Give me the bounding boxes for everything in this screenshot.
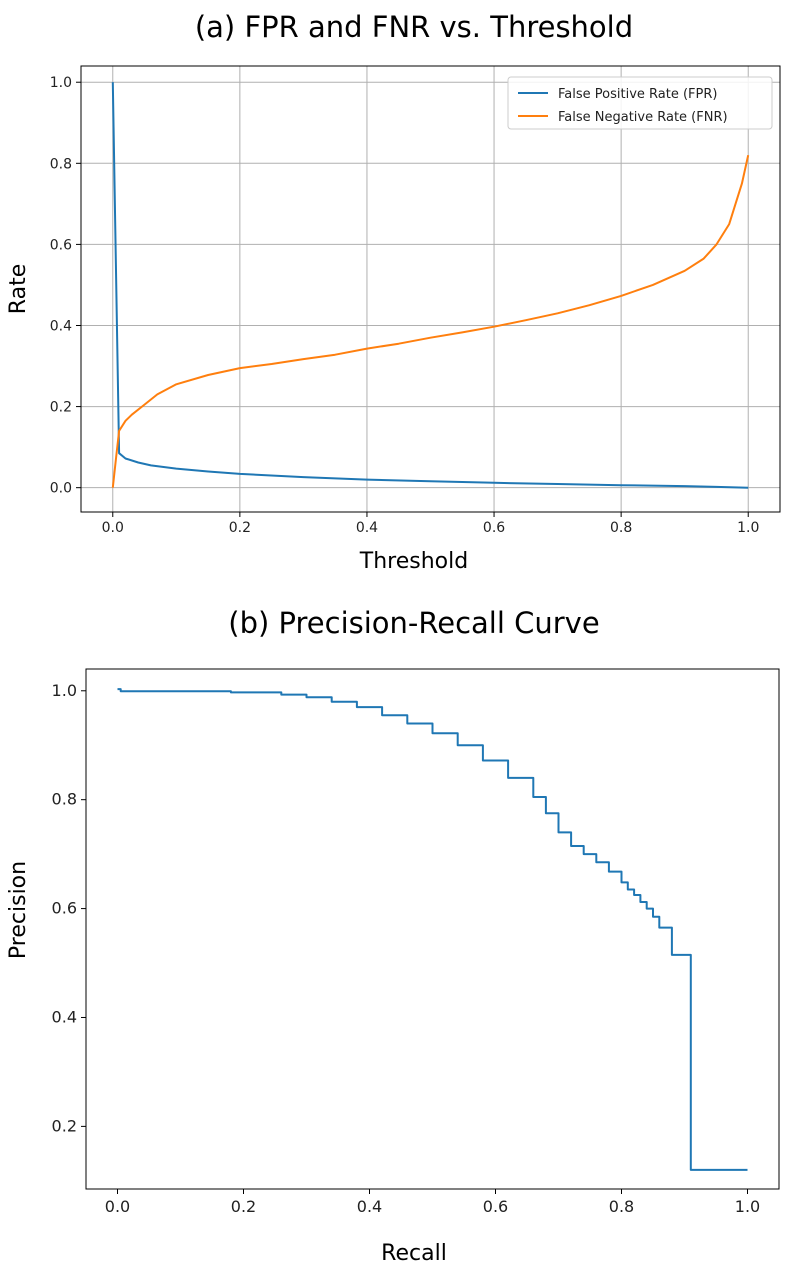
chart-b-xtick-label-3: 0.6 xyxy=(483,1197,508,1216)
chart-b-ytick-label-0: 0.2 xyxy=(52,1116,77,1135)
chart-b-xtick-label-5: 1.0 xyxy=(735,1197,760,1216)
chart-b-frame xyxy=(85,668,780,1190)
chart-a-series xyxy=(111,82,750,489)
chart-a-xtick-label-2: 0.4 xyxy=(356,520,378,536)
chart-a-series-line-0 xyxy=(111,82,749,489)
chart-b-xtick-label-0: 0.0 xyxy=(105,1197,130,1216)
chart-a-ticks: 0.0 0.2 0.4 0.6 0.8 1.0 0.0 0.2 0.4 0.6 0.8 1.0 xyxy=(50,75,760,536)
chart-a-xlabel: Threshold xyxy=(359,549,468,574)
chart-b-title: (b) Precision-Recall Curve xyxy=(228,606,599,640)
legend-fnr-label: False Negative Rate (FNR) xyxy=(558,110,728,125)
chart-b-ylabel: Precision xyxy=(6,861,31,959)
chart-b-xtick-label-2: 0.4 xyxy=(357,1197,382,1216)
chart-a-ytick-label-3: 0.6 xyxy=(50,237,72,253)
chart-b-ytick-label-4: 1.0 xyxy=(52,681,77,700)
chart-b-xlabel: Recall xyxy=(381,1241,447,1266)
chart-b-ticks: 0.0 0.2 0.4 0.6 0.8 1.0 0.2 0.4 0.6 0.8 1.0 xyxy=(52,681,761,1216)
chart-a-ytick-label-0: 0.0 xyxy=(50,481,72,497)
chart-precision-recall: (b) Precision-Recall Curve 0.0 0.2 0.4 0.6 0… xyxy=(6,606,780,1266)
chart-a-ylabel: Rate xyxy=(6,264,31,314)
legend-fpr-label: False Positive Rate (FPR) xyxy=(558,87,717,102)
chart-a-ytick-label-5: 1.0 xyxy=(50,75,72,91)
chart-b-xtick-label-4: 0.8 xyxy=(609,1197,634,1216)
chart-a-xtick-label-3: 0.6 xyxy=(483,520,505,536)
chart-a-xtick-label-1: 0.2 xyxy=(229,520,251,536)
chart-a-frame xyxy=(80,65,781,513)
chart-a-ytick-label-4: 0.8 xyxy=(50,156,72,172)
chart-fpr-fnr: (a) FPR and FNR vs. Threshold 0.0 0.2 0.4 0… xyxy=(6,10,781,574)
chart-b-ytick-label-2: 0.6 xyxy=(52,899,77,918)
chart-a-xtick-label-5: 1.0 xyxy=(737,520,759,536)
chart-b-ytick-label-1: 0.4 xyxy=(52,1007,77,1026)
chart-a-xtick-label-4: 0.8 xyxy=(610,520,632,536)
chart-a-ytick-label-1: 0.2 xyxy=(50,400,72,416)
chart-a-ytick-label-2: 0.4 xyxy=(50,318,72,334)
chart-b-series xyxy=(117,688,748,1171)
chart-a-series-line-1 xyxy=(111,154,750,488)
chart-b-ytick-label-3: 0.8 xyxy=(52,790,77,809)
chart-b-series-line-0 xyxy=(117,688,748,1171)
legend-box xyxy=(507,76,773,130)
chart-a-title: (a) FPR and FNR vs. Threshold xyxy=(195,10,633,44)
chart-a-grid xyxy=(81,66,780,512)
chart-a-xtick-label-0: 0.0 xyxy=(102,520,124,536)
chart-b-xtick-label-1: 0.2 xyxy=(231,1197,256,1216)
chart-a-legend: False Positive Rate (FPR) False Negative… xyxy=(507,76,773,130)
